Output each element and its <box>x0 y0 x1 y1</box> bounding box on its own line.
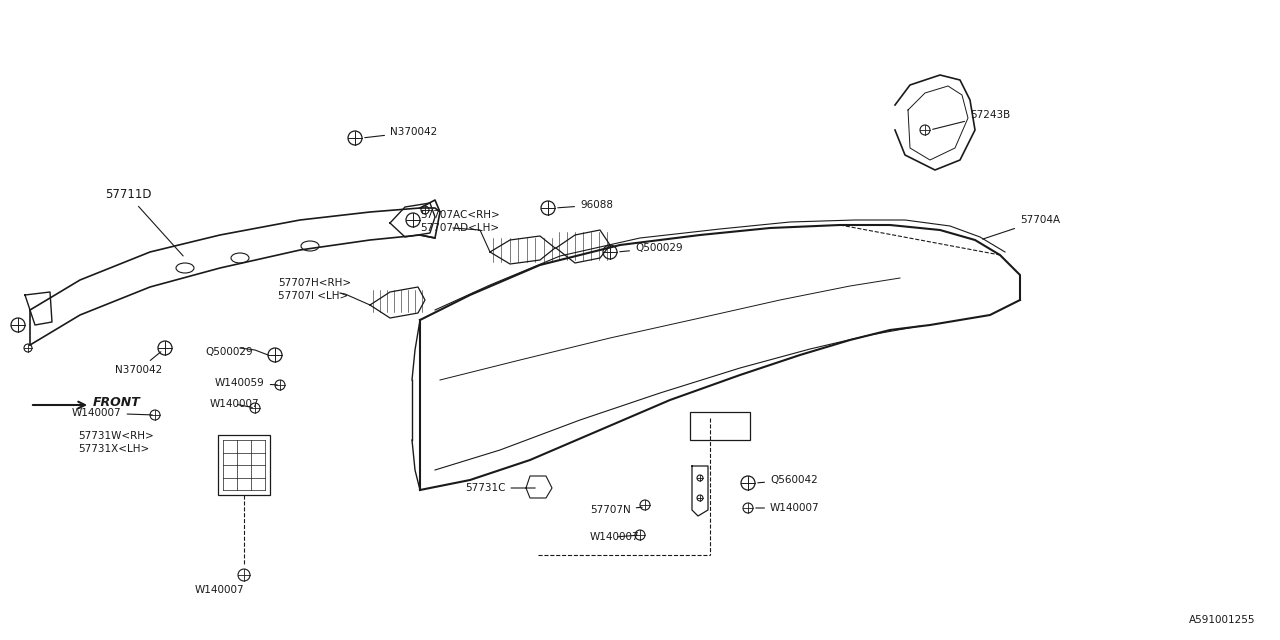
Text: Q500029: Q500029 <box>620 243 682 253</box>
Text: W140059: W140059 <box>215 378 278 388</box>
Text: 57707AC<RH>: 57707AC<RH> <box>420 210 499 220</box>
Text: W140007: W140007 <box>755 503 819 513</box>
Text: 57711D: 57711D <box>105 189 183 256</box>
Text: W140007: W140007 <box>590 532 640 542</box>
Text: W140007: W140007 <box>195 585 243 595</box>
Text: W140007: W140007 <box>72 408 152 418</box>
Text: N370042: N370042 <box>365 127 438 138</box>
FancyBboxPatch shape <box>218 435 270 495</box>
Text: 57707H<RH>: 57707H<RH> <box>278 278 351 288</box>
Text: W140007: W140007 <box>210 399 260 409</box>
Text: A591001255: A591001255 <box>1189 615 1254 625</box>
Text: 57704A: 57704A <box>983 215 1060 239</box>
Text: 57707I <LH>: 57707I <LH> <box>278 291 348 301</box>
Polygon shape <box>370 287 425 318</box>
Text: FRONT: FRONT <box>93 396 141 408</box>
Text: 57243B: 57243B <box>933 110 1010 129</box>
Text: Q560042: Q560042 <box>758 475 818 485</box>
Text: 57707AD<LH>: 57707AD<LH> <box>420 223 499 233</box>
Text: N370042: N370042 <box>115 352 163 375</box>
Text: 57707N: 57707N <box>590 505 643 515</box>
Text: 57731C: 57731C <box>465 483 535 493</box>
Text: 57731W<RH>: 57731W<RH> <box>78 431 154 441</box>
Text: 96088: 96088 <box>558 200 613 210</box>
Text: 57731X<LH>: 57731X<LH> <box>78 444 150 454</box>
Polygon shape <box>526 476 552 498</box>
Polygon shape <box>692 466 708 516</box>
Text: Q500029: Q500029 <box>205 347 252 357</box>
